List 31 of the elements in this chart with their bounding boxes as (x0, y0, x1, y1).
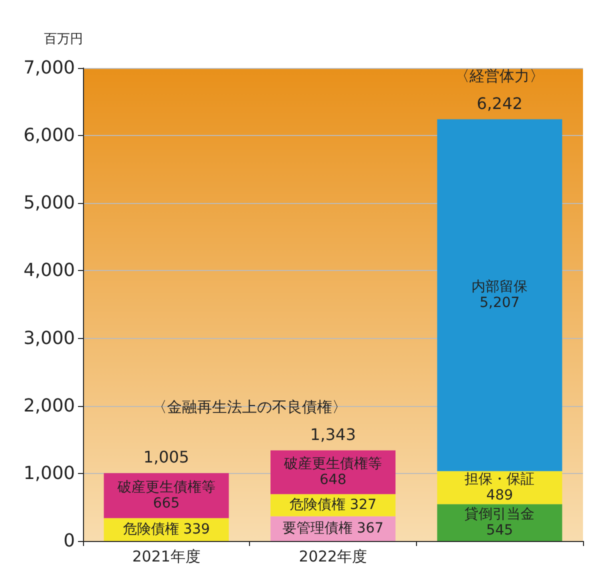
text: 破産更生債権等 (117, 480, 216, 496)
bar (437, 119, 562, 472)
annotation: 〈経営体力〉 (454, 66, 545, 85)
x-tick-label: 2022年度 (298, 548, 368, 566)
series-label: 貸倒引当金 (464, 506, 535, 523)
y-tick-label: 3,000 (23, 328, 75, 349)
bar (437, 504, 562, 541)
total-label: 1,005 (143, 448, 190, 467)
series-label: 破産更生債権等 (283, 456, 382, 472)
data-label: 489 (486, 488, 514, 504)
text: 危険債権 339 (122, 522, 210, 538)
data-label: 545 (486, 522, 514, 539)
y-tick-label: 1,000 (23, 462, 75, 484)
data-label: 665 (152, 496, 180, 512)
x-tick-label: 2021年度 (132, 548, 200, 566)
series-label: 担保・保証 (464, 472, 535, 488)
text: 要管理債権 367 (282, 520, 384, 537)
y-tick-label: 2,000 (23, 395, 75, 416)
series-label: 内部留保 (472, 279, 528, 296)
data-label: 5,207 (480, 295, 520, 312)
annotation: 〈金融再生法上の不良債権〉 (152, 398, 348, 416)
y-tick-label: 4,000 (23, 260, 75, 282)
total-label: 6,242 (476, 94, 523, 113)
text: 危険債権 327 (289, 497, 377, 514)
y-tick-label: 5,000 (23, 192, 75, 214)
total-label: 1,343 (310, 424, 356, 444)
y-tick-label: 0 (64, 530, 75, 552)
y-tick-label: 6,000 (23, 125, 75, 146)
y-tick-label: 7,000 (23, 58, 75, 78)
y-axis-title: 百万円 (44, 32, 83, 47)
data-label: 648 (320, 472, 346, 488)
